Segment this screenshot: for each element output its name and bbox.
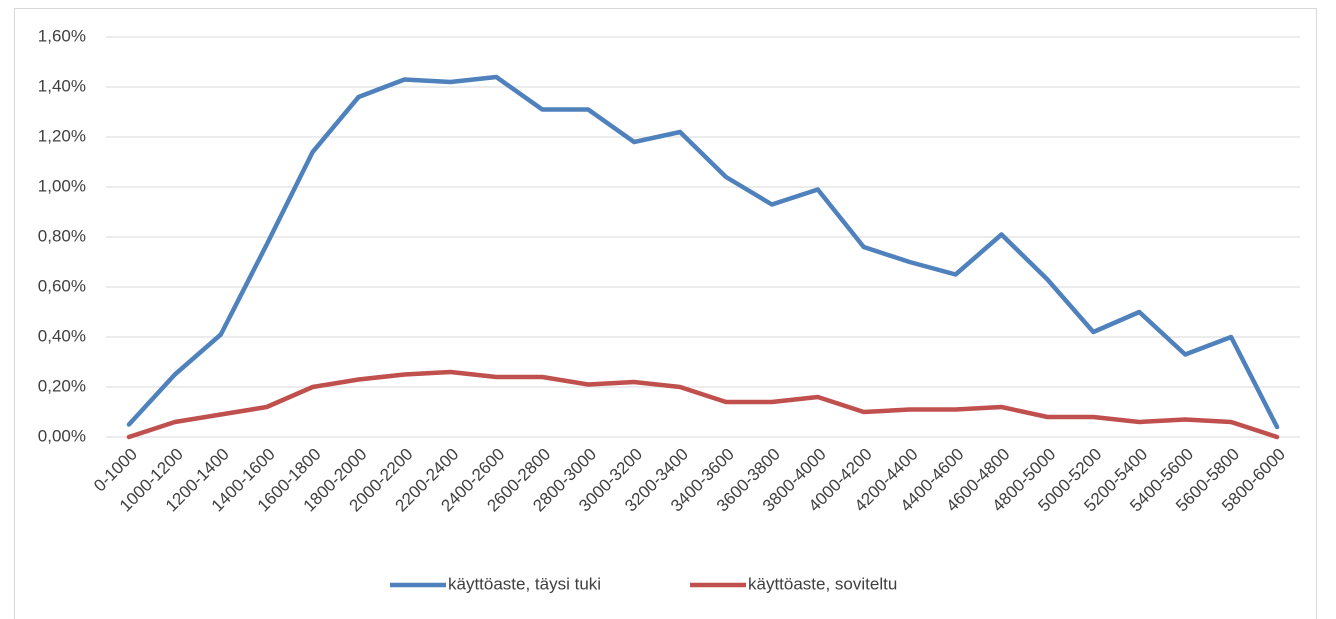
y-tick-label: 0,60% [38,276,86,295]
y-tick-label: 0,80% [38,226,86,245]
chart-frame [14,8,1317,619]
series-line [126,369,1280,440]
legend-label: käyttöaste, täysi tuki [448,574,601,593]
y-tick-label: 1,60% [38,26,86,45]
y-tick-label: 0,20% [38,376,86,395]
y-tick-label: 1,00% [38,176,86,195]
y-tick-label: 1,20% [38,126,86,145]
y-tick-label: 1,40% [38,76,86,95]
legend-label: käyttöaste, soviteltu [748,574,897,593]
y-tick-label: 0,40% [38,326,86,345]
series-line [126,74,1280,430]
y-tick-label: 0,00% [38,426,86,445]
